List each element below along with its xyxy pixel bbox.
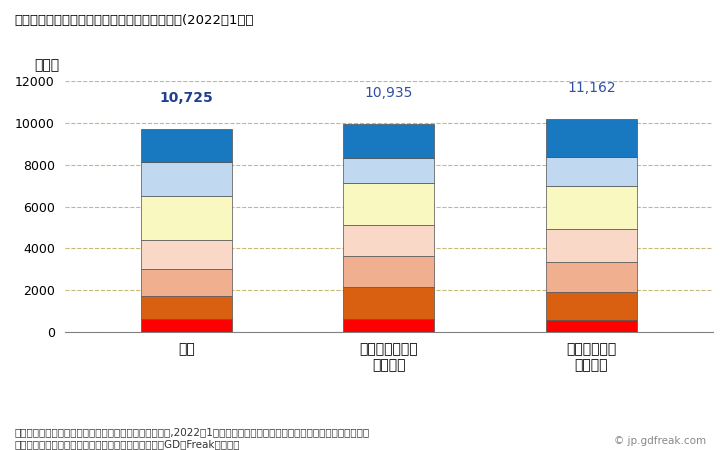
Bar [546,230,637,262]
Text: 10,935: 10,935 [365,86,413,100]
Bar [141,239,232,269]
Bar [546,292,637,320]
Bar [141,296,232,319]
Bar [343,225,435,256]
Bar [343,183,435,225]
Text: © jp.gdfreak.com: © jp.gdfreak.com [614,436,706,446]
Bar [141,319,232,332]
Text: ［人］: ［人］ [34,58,59,73]
Bar [546,186,637,230]
Bar [141,196,232,239]
Bar [343,124,435,158]
Bar [343,256,435,288]
Bar [141,162,232,196]
Bar [343,319,435,332]
Text: 出所：実績値は「介護事業状況報告月報」（厂生労働省,2022年1月）。推計値は「全国又は都道府県の男女・年齢階層別
要介護度別平均認定率を当域内人口構成に当ては: 出所：実績値は「介護事業状況報告月報」（厂生労働省,2022年1月）。推計値は「… [15,428,370,449]
Bar [546,120,637,157]
Text: 鈴鹿亀山地区広域連合の要介護（要支援）者数(2022年1月）: 鈴鹿亀山地区広域連合の要介護（要支援）者数(2022年1月） [15,14,254,27]
Bar [546,320,637,332]
Bar [141,129,232,162]
Bar [546,262,637,292]
Bar [546,157,637,186]
Text: 10,725: 10,725 [159,90,213,104]
Bar [343,158,435,183]
Bar [141,269,232,296]
Bar [343,288,435,319]
Text: 11,162: 11,162 [567,81,616,95]
